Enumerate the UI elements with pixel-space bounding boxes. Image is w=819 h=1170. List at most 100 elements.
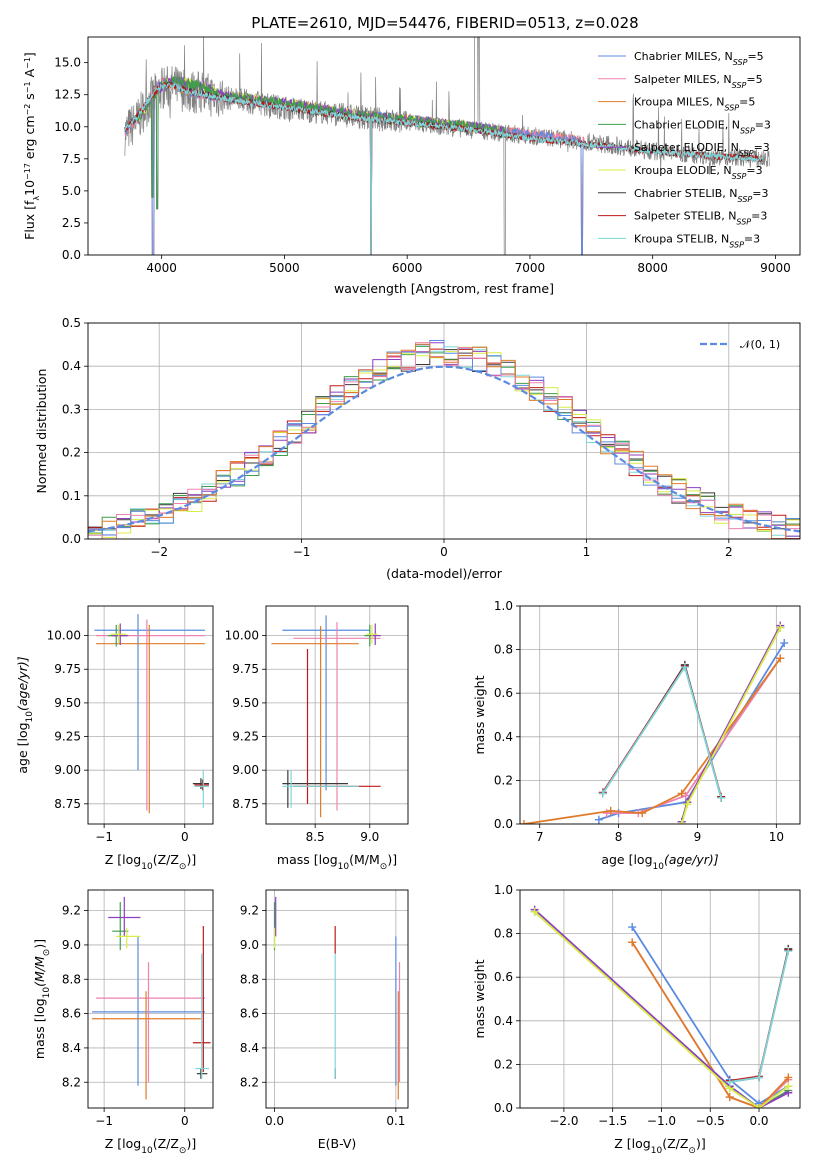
grid (266, 890, 408, 1108)
series-line-salpeter_miles (606, 657, 782, 814)
y-axis-label: mass [log10(M/M⊙)] (32, 939, 52, 1059)
y-tick-label: 9.00 (54, 763, 81, 777)
plot-area (124, 37, 770, 255)
panel-weight_vs_Z: −2.0 −1.5 −1.0 −0.5 0.0 0.0 0.2 0.4 0.6 0.8 1.0 Z [… (472, 883, 801, 1156)
x-tick-label: 6000 (392, 261, 423, 275)
y-tick-label: 1.0 (494, 599, 513, 613)
x-tick-label: −1.5 (598, 1114, 627, 1128)
marker-kroupa_stelib (784, 947, 793, 956)
axes-frame (519, 605, 801, 825)
y-tick-label: 9.75 (232, 662, 259, 676)
y-tick-label: 15.0 (54, 56, 81, 70)
y-tick-label: 12.5 (54, 88, 81, 102)
model-spectrum-chabrier_elodie (136, 76, 506, 210)
y-tick-label: 0.2 (494, 1057, 513, 1071)
y-tick-label: 8.6 (240, 1007, 259, 1021)
x-tick-label: −2.0 (549, 1114, 578, 1128)
y-tick-label: 0.0 (62, 248, 81, 262)
x-tick-label: 0.0 (749, 1114, 768, 1128)
legend-label-salpeter_elodie: Salpeter ELODIE, NSSP=3 (634, 141, 770, 158)
y-tick-label: 8.2 (62, 1075, 81, 1089)
marker-kroupa_elodie (755, 1104, 764, 1108)
grid (520, 605, 800, 825)
y-tick-label: 8.75 (54, 797, 81, 811)
x-tick-label: 9 (694, 830, 702, 844)
plot-area (94, 614, 209, 814)
x-axis-label: age [log10(age/yr)] (601, 852, 718, 872)
plot-area (92, 896, 211, 1100)
x-tick-label: 9000 (760, 261, 791, 275)
y-tick-label: 8.2 (240, 1075, 259, 1089)
marker-kroupa_miles (606, 806, 615, 815)
marker-kroupa_miles (638, 809, 647, 818)
plot-area (271, 615, 381, 818)
marker-kroupa_miles (520, 820, 528, 824)
marker-kroupa_stelib (598, 789, 607, 798)
panel-mass_vs_Z: −1 0 8.2 8.4 8.6 8.8 9.0 9.2 Z [log10(Z/Z⊙)] mass… (32, 889, 214, 1156)
normal-curve (88, 365, 800, 533)
panel-residuals: −2 −1 0 1 2 0.0 0.1 0.2 0.3 0.4 0.5 𝒩(0, 1) (data-mo… (34, 316, 801, 581)
y-tick-label: 1.0 (494, 883, 513, 897)
x-tick-label: 0.0 (265, 1114, 284, 1128)
y-tick-label: 0.4 (494, 1014, 513, 1028)
x-tick-label: 8 (615, 830, 623, 844)
axes-frame (87, 322, 801, 540)
x-tick-label: −1.0 (647, 1114, 676, 1128)
x-axis-label: mass [log10(M/M⊙)] (277, 852, 397, 872)
marker-kroupa_stelib (755, 1073, 764, 1082)
x-axis-label: Z [log10(Z/Z⊙)] (105, 1136, 196, 1156)
y-tick-label: 0.0 (62, 532, 81, 546)
series-line-kroupa_miles (631, 941, 789, 1108)
y-tick-label: 8.8 (240, 972, 259, 986)
marker-kroupa_elodie (683, 800, 692, 809)
x-axis-label: Z [log10(Z/Z⊙)] (105, 852, 196, 872)
y-tick-label: 0.0 (494, 817, 513, 831)
y-tick-label: 0.4 (62, 359, 81, 373)
y-tick-label: 10.00 (47, 629, 81, 643)
x-axis-label: wavelength [Angstrom, rest frame] (334, 281, 554, 296)
x-tick-label: 7000 (515, 261, 546, 275)
marker-kroupa_miles (677, 789, 686, 798)
marker-kroupa_elodie (784, 1082, 793, 1091)
y-tick-label: 8.4 (240, 1041, 259, 1055)
x-tick-label: 2 (725, 545, 733, 559)
marker-kroupa_elodie (677, 820, 686, 824)
series-line-salpeter_elodie (533, 908, 789, 1108)
x-tick-label: −1 (95, 830, 113, 844)
legend-label-salpeter_stelib: Salpeter STELIB, NSSP=3 (634, 210, 767, 227)
marker-chabrier_miles (780, 639, 789, 648)
x-tick-label: 8.5 (306, 830, 325, 844)
y-tick-label: 10.0 (54, 120, 81, 134)
figure-title: PLATE=2610, MJD=54476, FIBERID=0513, z=0… (251, 14, 638, 32)
y-tick-label: 9.0 (240, 938, 259, 952)
y-tick-label: 8.75 (232, 797, 259, 811)
y-axis-label: mass weight (472, 959, 487, 1038)
y-axis-label: mass weight (472, 675, 487, 754)
x-tick-label: 5000 (269, 261, 300, 275)
panel-age_vs_mass: 8.5 9.0 8.75 9.00 9.25 9.50 9.75 10.00 mass [log… (225, 605, 409, 872)
marker-kroupa_stelib (717, 793, 726, 802)
panel-age_vs_Z: −1 0 8.75 9.00 9.25 9.50 9.75 10.00 Z [log10(Z/Z… (15, 605, 214, 872)
y-tick-label: 7.5 (62, 152, 81, 166)
marker-kroupa_miles (628, 938, 637, 947)
x-tick-label: 0 (440, 545, 448, 559)
legend-label-chabrier_stelib: Chabrier STELIB, NSSP=3 (634, 187, 768, 204)
model-spectrum-kroupa_stelib (124, 81, 764, 255)
y-tick-label: 9.50 (232, 696, 259, 710)
y-tick-label: 0.3 (62, 402, 81, 416)
x-tick-label: −1 (95, 1114, 113, 1128)
series-line-kroupa_elodie (533, 911, 789, 1108)
y-tick-label: 8.6 (62, 1007, 81, 1021)
y-tick-label: 9.75 (54, 662, 81, 676)
y-tick-label: 2.5 (62, 216, 81, 230)
legend-label-kroupa_miles: Kroupa MILES, NSSP=5 (634, 96, 755, 113)
legend-label-salpeter_miles: Salpeter MILES, NSSP=5 (634, 73, 763, 90)
plot-area (88, 340, 800, 539)
axes-frame (87, 605, 214, 825)
series-line-kroupa_stelib (602, 666, 722, 799)
y-tick-label: 8.4 (62, 1041, 81, 1055)
y-tick-label: 9.50 (54, 696, 81, 710)
y-tick-label: 0.6 (494, 686, 513, 700)
legend-label-kroupa_elodie: Kroupa ELODIE, NSSP=3 (634, 164, 763, 181)
